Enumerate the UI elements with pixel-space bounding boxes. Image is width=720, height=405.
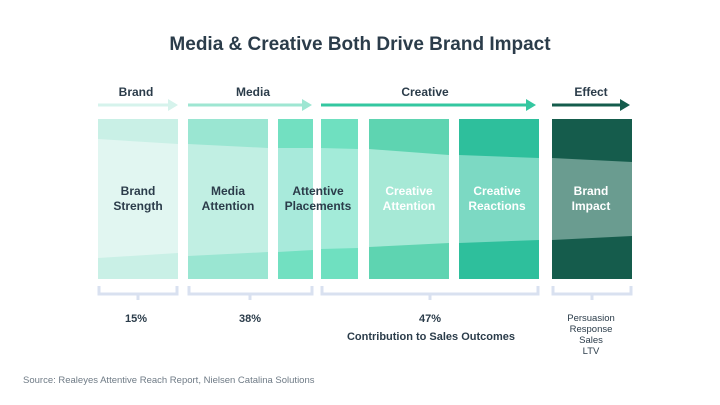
effect-item-ltv: LTV — [583, 346, 600, 357]
bracket-effect — [551, 286, 633, 300]
column-creative-attention — [321, 119, 449, 279]
stage-label-brand: Brand — [119, 85, 154, 99]
bracket-media — [187, 286, 314, 300]
arrow-effect — [552, 99, 630, 111]
bracket-brand — [97, 286, 179, 300]
arrow-brand — [98, 99, 178, 111]
contribution-media: 38% — [239, 313, 261, 325]
effect-item-sales: Sales — [579, 335, 603, 346]
bracket-creative — [320, 286, 540, 300]
column-attentive-placements — [278, 119, 313, 279]
column-label-creative-attention: Creative Attention — [383, 184, 436, 213]
column-creative-reactions — [459, 119, 539, 279]
contribution-creative: 47% — [419, 313, 441, 325]
source-note: Source: Realeyes Attentive Reach Report,… — [23, 375, 315, 386]
arrow-creative — [321, 99, 536, 111]
stage-label-effect: Effect — [574, 85, 607, 99]
stage-label-creative: Creative — [401, 85, 449, 99]
column-label-brand-strength: Brand Strength — [113, 184, 162, 213]
effect-item-persuasion: Persuasion — [567, 313, 615, 324]
column-label-brand-impact: Brand Impact — [572, 184, 611, 213]
chart-title: Media & Creative Both Drive Brand Impact — [169, 34, 551, 55]
column-brand-strength — [98, 119, 178, 279]
column-label-creative-reactions: Creative Reactions — [468, 184, 526, 213]
column-label-media-attention: Media Attention — [202, 184, 255, 213]
contribution-brand: 15% — [125, 313, 147, 325]
column-brand-impact — [552, 119, 632, 279]
effect-item-response: Response — [570, 324, 613, 335]
contribution-caption: Contribution to Sales Outcomes — [347, 331, 515, 343]
stage-label-media: Media — [236, 85, 270, 99]
column-label-attentive-placements: Attentive Placements — [285, 184, 352, 213]
column-media-attention — [188, 119, 268, 279]
arrow-media — [188, 99, 312, 111]
